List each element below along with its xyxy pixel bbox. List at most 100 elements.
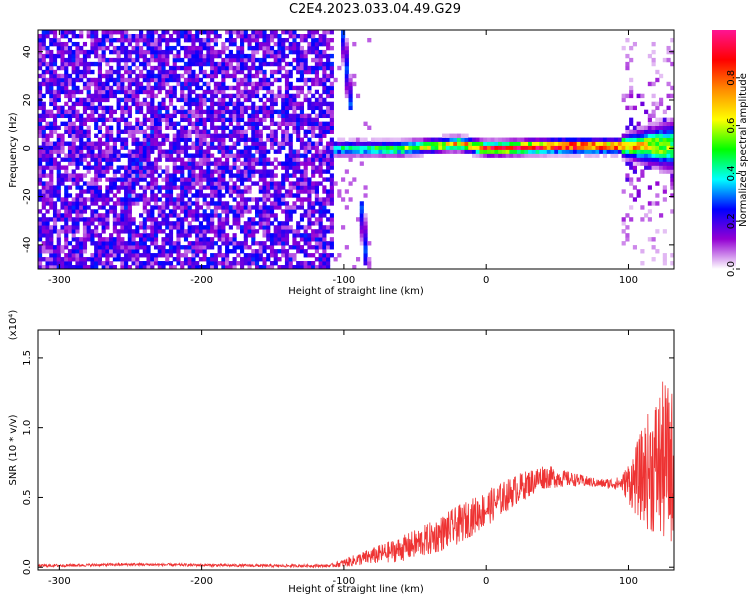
heatmap-cell	[146, 173, 151, 178]
heatmap-cell	[180, 145, 185, 150]
heatmap-cell	[131, 201, 136, 206]
heatmap-cell	[75, 265, 80, 270]
heatmap-cell	[247, 261, 252, 266]
heatmap-cell	[191, 253, 196, 258]
heatmap-cell	[292, 233, 297, 238]
heatmap-cell	[41, 125, 46, 130]
heatmap-cell	[109, 30, 114, 35]
heatmap-cell	[146, 209, 151, 214]
heatmap-cell	[303, 173, 308, 178]
heatmap-cell	[367, 257, 372, 262]
heatmap-cell	[284, 73, 290, 79]
heatmap-cell	[49, 149, 54, 154]
heatmap-cell	[112, 45, 117, 51]
heatmap-cell	[52, 249, 58, 254]
heatmap-cell	[655, 181, 660, 186]
heatmap-cell	[378, 141, 383, 146]
heatmap-cell	[243, 33, 248, 39]
heatmap-cell	[281, 49, 286, 55]
heatmap-cell	[258, 249, 263, 254]
heatmap-cell	[344, 169, 349, 174]
heatmap-cell	[344, 245, 349, 250]
heatmap-cell	[288, 189, 293, 194]
heatmap-cell	[232, 41, 237, 47]
heatmap-cell	[142, 221, 147, 226]
heatmap-cell	[157, 205, 162, 210]
heatmap-cell	[415, 137, 420, 142]
heatmap-cell	[225, 30, 230, 35]
heatmap-cell	[116, 217, 121, 222]
heatmap-cell	[659, 169, 664, 174]
heatmap-cell	[56, 109, 61, 115]
heatmap-cell	[311, 189, 316, 194]
heatmap-cell	[116, 157, 121, 162]
heatmap-cell	[247, 73, 252, 79]
heatmap-cell	[262, 37, 267, 43]
heatmap-cell	[112, 93, 117, 99]
heatmap-cell	[112, 193, 117, 198]
heatmap-cell	[198, 129, 204, 134]
heatmap-cell	[621, 133, 626, 138]
heatmap-cell	[326, 169, 331, 174]
heatmap-cell	[146, 33, 151, 39]
heatmap-cell	[629, 57, 634, 63]
heatmap-cell	[183, 33, 189, 39]
heatmap-cell	[576, 153, 581, 158]
heatmap-cell	[640, 125, 645, 130]
heatmap-cell	[644, 161, 649, 166]
heatmap-cell	[228, 137, 233, 142]
heatmap-cell	[329, 113, 334, 119]
heatmap-cell	[344, 73, 349, 79]
heatmap-cell	[251, 57, 256, 63]
heatmap-cell	[75, 193, 80, 198]
heatmap-cell	[288, 245, 293, 250]
heatmap-cell	[228, 261, 233, 266]
heatmap-cell	[363, 261, 368, 266]
heatmap-cell	[273, 57, 278, 63]
heatmap-cell	[71, 197, 76, 202]
heatmap-cell	[217, 105, 222, 111]
heatmap-cell	[232, 65, 237, 71]
heatmap-cell	[632, 149, 637, 154]
heatmap-cell	[94, 37, 99, 43]
heatmap-cell	[146, 185, 151, 190]
heatmap-cell	[86, 145, 91, 150]
heatmap-cell	[49, 125, 54, 130]
heatmap-cell	[195, 189, 200, 194]
heatmap-cell	[236, 261, 241, 266]
heatmap-cell	[210, 181, 215, 186]
heatmap-cell	[195, 225, 200, 230]
heatmap-cell	[359, 201, 364, 206]
heatmap-cell	[262, 217, 267, 222]
heatmap-cell	[75, 225, 80, 230]
heatmap-cell	[247, 173, 252, 178]
heatmap-cell	[198, 181, 204, 186]
heatmap-cell	[180, 73, 185, 79]
heatmap-cell	[266, 113, 271, 119]
heatmap-cell	[225, 265, 230, 270]
heatmap-cell	[139, 225, 144, 230]
heatmap-cell	[273, 189, 278, 194]
heatmap-cell	[101, 201, 106, 206]
heatmap-cell	[124, 125, 129, 130]
heatmap-cell	[183, 69, 189, 75]
heatmap-cell	[120, 49, 125, 55]
heatmap-cell	[217, 237, 222, 242]
heatmap-cell	[52, 89, 58, 95]
heatmap-cell	[60, 173, 65, 178]
heatmap-cell	[602, 145, 608, 150]
heatmap-cell	[131, 165, 136, 170]
heatmap-cell	[202, 169, 207, 174]
heatmap-cell	[135, 197, 140, 202]
heatmap-cell	[266, 49, 271, 55]
heatmap-cell	[296, 129, 301, 134]
heatmap-cell	[52, 53, 58, 59]
heatmap-cell	[45, 257, 50, 262]
heatmap-cell	[666, 149, 671, 154]
heatmap-cell	[150, 49, 155, 55]
heatmap-cell	[105, 153, 110, 158]
heatmap-cell	[64, 193, 69, 198]
heatmap-cell	[460, 133, 465, 138]
heatmap-cell	[79, 89, 84, 95]
heatmap-cell	[655, 141, 660, 146]
